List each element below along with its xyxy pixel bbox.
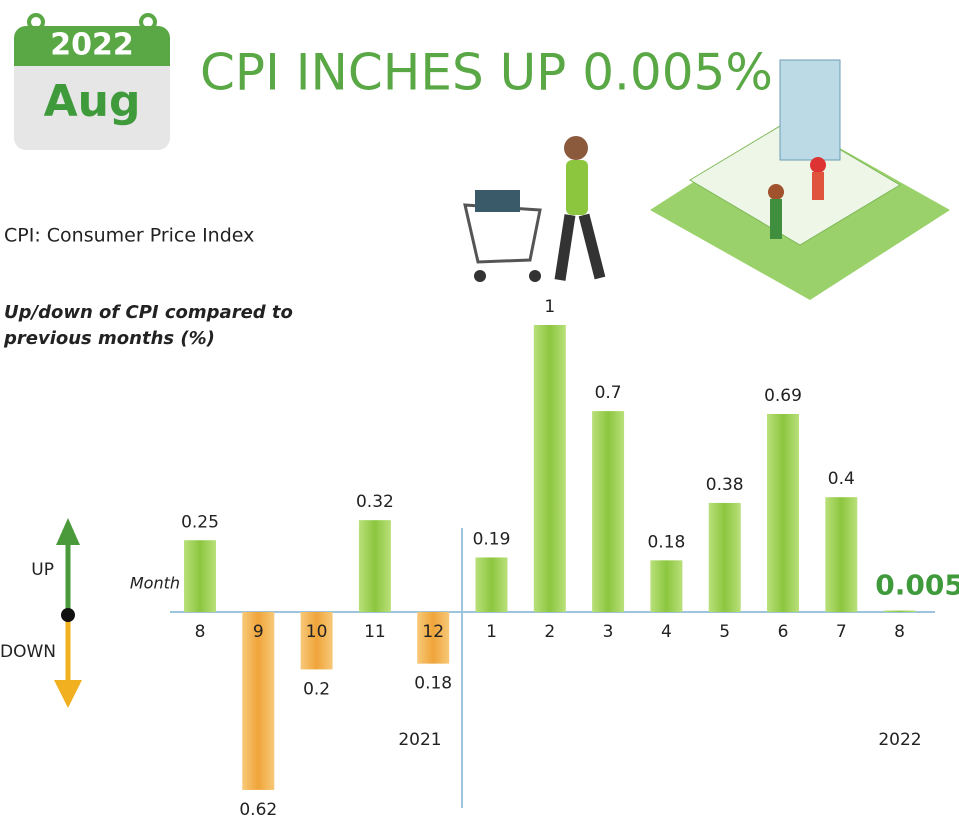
value-label: 0.4 <box>828 469 855 489</box>
value-label: 0.7 <box>595 383 622 403</box>
value-label: 0.32 <box>356 492 394 512</box>
calendar-month: Aug <box>44 76 141 127</box>
value-label: 0.18 <box>414 674 452 694</box>
x-tick-label: 5 <box>719 622 730 642</box>
bar <box>709 503 741 612</box>
year-label: 2021 <box>398 730 441 750</box>
value-label: 0.38 <box>706 475 744 495</box>
x-tick-label: 4 <box>661 622 672 642</box>
x-tick-label: 8 <box>894 622 905 642</box>
value-label: 0.19 <box>473 529 511 549</box>
year-label: 2022 <box>878 730 921 750</box>
bar <box>767 414 799 612</box>
x-tick-label: 6 <box>778 622 789 642</box>
value-label: 0.25 <box>181 512 219 532</box>
x-tick-label: 12 <box>422 622 444 642</box>
bar <box>359 520 391 612</box>
x-tick-label: 8 <box>195 622 206 642</box>
chart: 2022 Aug CPI INCHES UP 0.005% CPI: Consu… <box>0 0 959 817</box>
bar <box>825 497 857 612</box>
x-tick-label: 7 <box>836 622 847 642</box>
note: CPI: Consumer Price Index <box>4 225 254 247</box>
x-tick-label: 1 <box>486 622 497 642</box>
bar <box>534 325 566 612</box>
page: 2022 Aug CPI INCHES UP 0.005% CPI: Consu… <box>0 0 959 817</box>
x-tick-label: 3 <box>603 622 614 642</box>
value-label: 0.62 <box>239 800 277 817</box>
x-axis-label: Month <box>130 574 180 593</box>
value-label: 0.18 <box>647 532 685 552</box>
main-title: CPI INCHES UP 0.005% <box>200 44 773 102</box>
x-tick-label: 9 <box>253 622 264 642</box>
value-label: 0.2 <box>303 679 330 699</box>
calendar-year: 2022 <box>50 28 134 63</box>
x-tick-label: 11 <box>364 622 386 642</box>
bar <box>884 611 916 612</box>
x-tick-label: 2 <box>544 622 555 642</box>
value-label: 1 <box>544 297 555 317</box>
chart-title: Up/down of CPI compared to previous mont… <box>4 300 334 352</box>
legend-down: DOWN <box>0 642 56 662</box>
bar <box>592 411 624 612</box>
legend-up: UP <box>31 560 54 580</box>
x-tick-label: 10 <box>306 622 328 642</box>
direction-arrows <box>54 518 82 708</box>
value-label: 0.69 <box>764 386 802 406</box>
highlight-value-label: 0.005 <box>875 569 959 602</box>
bar <box>650 560 682 612</box>
bar <box>184 540 216 612</box>
bar <box>476 557 508 612</box>
